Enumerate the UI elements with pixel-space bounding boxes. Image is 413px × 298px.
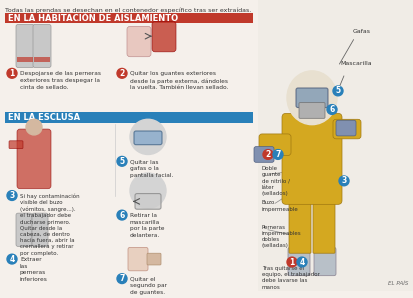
Text: EN LA HABITACIÓN DE AISLAMIENTO: EN LA HABITACIÓN DE AISLAMIENTO [8, 14, 178, 23]
Text: 1: 1 [9, 69, 14, 78]
FancyBboxPatch shape [287, 247, 309, 276]
Text: Gafas: Gafas [352, 29, 370, 34]
FancyBboxPatch shape [295, 88, 327, 108]
FancyBboxPatch shape [9, 141, 23, 149]
FancyBboxPatch shape [259, 134, 290, 156]
Text: 5: 5 [119, 157, 124, 166]
Circle shape [117, 69, 127, 78]
Circle shape [262, 150, 272, 159]
Ellipse shape [286, 71, 336, 125]
Text: Tras quitarse el
equipo, el trabajador
debe lavarse las
manos: Tras quitarse el equipo, el trabajador d… [261, 266, 319, 290]
Text: Quitar las
gafas o la
pantalla facial.: Quitar las gafas o la pantalla facial. [130, 159, 173, 178]
Circle shape [332, 86, 342, 96]
Text: 1: 1 [289, 257, 294, 266]
FancyBboxPatch shape [312, 195, 334, 253]
Text: 2: 2 [265, 150, 270, 159]
Text: Extraer
las
perneras
inferiores: Extraer las perneras inferiores [20, 257, 48, 282]
FancyBboxPatch shape [332, 119, 360, 139]
Text: Quitar los guantes exteriores
desde la parte externa, dándoles
la vuelta. Tambié: Quitar los guantes exteriores desde la p… [130, 71, 228, 90]
FancyBboxPatch shape [313, 247, 335, 276]
Circle shape [26, 119, 42, 135]
Text: 7: 7 [119, 274, 124, 283]
Text: Buzo
impermeable: Buzo impermeable [261, 201, 298, 212]
FancyBboxPatch shape [281, 114, 341, 204]
FancyBboxPatch shape [5, 13, 252, 24]
FancyBboxPatch shape [16, 213, 32, 246]
Text: Todas las prendas se desechan en el contenedor específico tras ser extraídas.: Todas las prendas se desechan en el cont… [5, 8, 251, 13]
Circle shape [7, 254, 17, 264]
FancyBboxPatch shape [257, 0, 413, 291]
FancyBboxPatch shape [128, 247, 147, 271]
Text: 4: 4 [9, 254, 14, 264]
Text: Quitar el
segundo par
de guantes.: Quitar el segundo par de guantes. [130, 277, 166, 295]
FancyBboxPatch shape [147, 253, 161, 265]
Text: 5: 5 [335, 86, 340, 95]
Text: 6: 6 [329, 105, 334, 114]
Text: EN LA ESCLUSA: EN LA ESCLUSA [8, 113, 80, 122]
Circle shape [326, 105, 336, 114]
Circle shape [117, 274, 127, 283]
Circle shape [130, 173, 166, 208]
Circle shape [7, 191, 17, 201]
Text: EL PAÍS: EL PAÍS [387, 282, 407, 286]
FancyBboxPatch shape [17, 129, 51, 189]
Text: 3: 3 [341, 176, 346, 185]
Text: 7: 7 [275, 150, 280, 159]
FancyBboxPatch shape [5, 112, 252, 123]
Text: 2: 2 [119, 69, 124, 78]
Text: Si hay contaminación
visible del buzo
(vómitos, sangre...).
el trabajador debe
d: Si hay contaminación visible del buzo (v… [20, 194, 79, 255]
Text: 4: 4 [299, 257, 304, 266]
Text: Perneras
impermeables
dobles
(selladas): Perneras impermeables dobles (selladas) [261, 225, 301, 249]
Circle shape [338, 176, 348, 186]
Text: Mascarilla: Mascarilla [339, 60, 371, 66]
FancyBboxPatch shape [254, 147, 273, 162]
Circle shape [286, 257, 296, 267]
FancyBboxPatch shape [32, 213, 48, 246]
FancyBboxPatch shape [33, 24, 51, 67]
Text: 6: 6 [119, 211, 124, 220]
Text: Doble
guante
de nitrilo /
láter
(sellados): Doble guante de nitrilo / láter (sellado… [261, 166, 289, 196]
FancyBboxPatch shape [127, 27, 151, 57]
Circle shape [296, 257, 306, 267]
FancyBboxPatch shape [288, 195, 310, 253]
Text: Retirar la
mascarilla
por la parte
delantera.: Retirar la mascarilla por la parte delan… [130, 213, 164, 238]
FancyBboxPatch shape [152, 21, 176, 52]
Circle shape [272, 150, 282, 159]
Circle shape [117, 210, 127, 220]
FancyBboxPatch shape [17, 57, 33, 62]
Text: 3: 3 [9, 191, 14, 200]
FancyBboxPatch shape [298, 103, 324, 118]
Circle shape [130, 119, 166, 154]
FancyBboxPatch shape [134, 131, 161, 145]
FancyBboxPatch shape [34, 57, 50, 62]
FancyBboxPatch shape [335, 120, 355, 136]
Circle shape [7, 69, 17, 78]
Text: Despojarse de las perneras
exteriores tras despegar la
cinta de sellado.: Despojarse de las perneras exteriores tr… [20, 71, 101, 90]
Circle shape [117, 156, 127, 166]
FancyBboxPatch shape [135, 194, 161, 209]
FancyBboxPatch shape [16, 24, 34, 67]
